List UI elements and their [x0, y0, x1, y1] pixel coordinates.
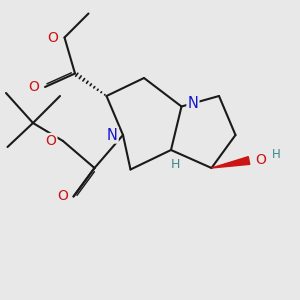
Polygon shape: [212, 157, 250, 168]
Text: N: N: [188, 96, 198, 111]
Text: O: O: [29, 80, 40, 94]
Text: H: H: [272, 148, 280, 161]
Text: O: O: [48, 31, 58, 44]
Text: O: O: [256, 154, 266, 167]
Text: O: O: [57, 190, 68, 203]
Text: N: N: [107, 128, 118, 142]
Text: H: H: [171, 158, 180, 171]
Text: O: O: [46, 134, 56, 148]
